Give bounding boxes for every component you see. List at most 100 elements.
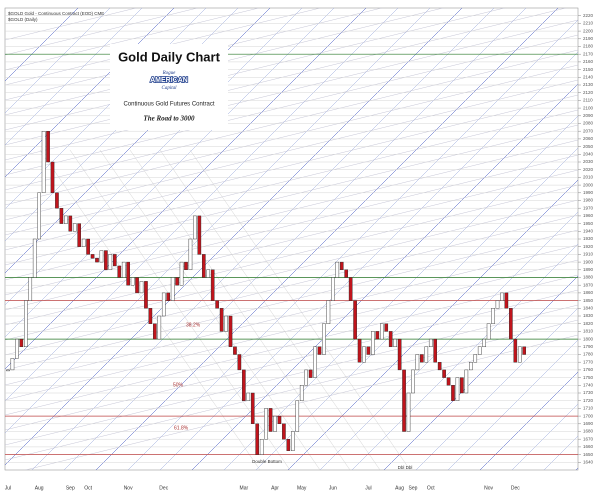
y-tick-label: 1740: [583, 382, 594, 387]
fan-line: [189, 149, 411, 470]
y-tick-label: 1720: [583, 398, 594, 403]
y-tick-label: 2110: [583, 98, 593, 103]
candle: [326, 300, 331, 324]
candle: [308, 369, 313, 378]
candle: [99, 250, 104, 263]
candle: [77, 223, 81, 247]
y-tick-label: 2180: [583, 44, 594, 49]
y-tick-label: 2090: [583, 113, 594, 118]
candle: [411, 369, 415, 394]
candle: [513, 338, 518, 363]
candle: [144, 281, 148, 309]
candle: [197, 215, 202, 255]
candle: [255, 423, 260, 455]
candle: [64, 215, 68, 224]
y-tick-label: 1920: [583, 244, 594, 249]
candle: [433, 338, 438, 363]
y-tick-label: 1890: [583, 267, 594, 272]
candle: [86, 238, 90, 255]
fan-line: [159, 51, 578, 470]
fan-line: [159, 149, 381, 470]
annotation: 38.2%: [186, 322, 201, 328]
fan-line: [5, 8, 367, 370]
y-tick-label: 1820: [583, 321, 594, 326]
fan-line: [5, 8, 335, 338]
y-tick-label: 2170: [583, 51, 594, 56]
candle: [121, 261, 126, 278]
candle: [250, 392, 255, 424]
candle: [55, 192, 59, 209]
y-tick-label: 1670: [583, 436, 594, 441]
x-tick-label: Mar: [240, 485, 249, 491]
x-tick-label: Jul: [365, 485, 371, 491]
grid: [5, 15, 581, 463]
x-tick-label: Sep: [408, 485, 417, 491]
y-tick-label: 1660: [583, 444, 594, 449]
candle: [37, 192, 41, 240]
y-tick-label: 1960: [583, 213, 594, 218]
y-tick-label: 2070: [583, 128, 594, 133]
fan-line: [5, 8, 463, 466]
y-tick-label: 1750: [583, 375, 594, 380]
candle: [375, 331, 380, 340]
fan-line: [447, 339, 578, 470]
y-tick-label: 2160: [583, 59, 594, 64]
fan-line: [5, 8, 111, 114]
y-tick-label: 2140: [583, 74, 594, 79]
candle: [268, 408, 273, 432]
fan-line: [5, 49, 578, 191]
candle: [348, 277, 353, 301]
candle: [28, 277, 33, 301]
candle: [6, 369, 10, 372]
y-tick-label: 1780: [583, 352, 594, 357]
x-tick-label: May: [297, 485, 307, 491]
y-tick-label: 2150: [583, 67, 594, 72]
fan-line: [5, 8, 79, 82]
fan-line: [5, 289, 578, 431]
candle: [139, 281, 144, 294]
candle: [228, 315, 233, 347]
candle: [437, 362, 442, 371]
candle: [455, 377, 460, 401]
x-tick-label: Nov: [124, 485, 133, 491]
y-tick-label: 2040: [583, 151, 594, 156]
candle: [428, 338, 433, 348]
y-tick-label: 1810: [583, 329, 594, 334]
fan-line: [99, 149, 321, 470]
candle: [237, 354, 242, 371]
candle: [509, 308, 513, 340]
fan-line: [5, 8, 143, 146]
x-tick-label: Dec: [159, 485, 168, 491]
fan-line: [5, 259, 578, 401]
fan-line: [5, 169, 578, 311]
candle: [153, 323, 157, 340]
candle: [24, 300, 28, 348]
subheader: $GOLD (Daily): [8, 17, 38, 22]
y-tick-label: 1790: [583, 344, 594, 349]
candle: [68, 215, 73, 232]
candle: [317, 346, 322, 355]
fan-line: [191, 83, 578, 470]
header: $GOLD Gold - Continuous Contract (EOD) C…: [8, 11, 104, 16]
fan-line: [5, 8, 383, 101]
x-tick-label: Dec: [511, 485, 520, 491]
x-tick-label: Apr: [271, 485, 279, 491]
candle: [175, 277, 179, 286]
y-tick-label: 2010: [583, 175, 594, 180]
y-tick-label: 1930: [583, 236, 594, 241]
y-tick-label: 1800: [583, 336, 594, 341]
fan-line: [479, 371, 578, 470]
fan-line: [319, 211, 578, 470]
chart-title: Gold Daily Chart: [118, 49, 221, 64]
y-tick-label: 1760: [583, 367, 594, 372]
candle: [201, 254, 206, 278]
x-tick-label: Oct: [84, 485, 92, 491]
candle: [193, 215, 197, 240]
fan-line: [5, 8, 444, 116]
candle: [464, 369, 469, 394]
fan-line: [255, 147, 578, 470]
candle: [486, 323, 491, 340]
fan-line: [351, 243, 578, 470]
candle: [393, 338, 397, 348]
fan-line: [5, 109, 578, 251]
